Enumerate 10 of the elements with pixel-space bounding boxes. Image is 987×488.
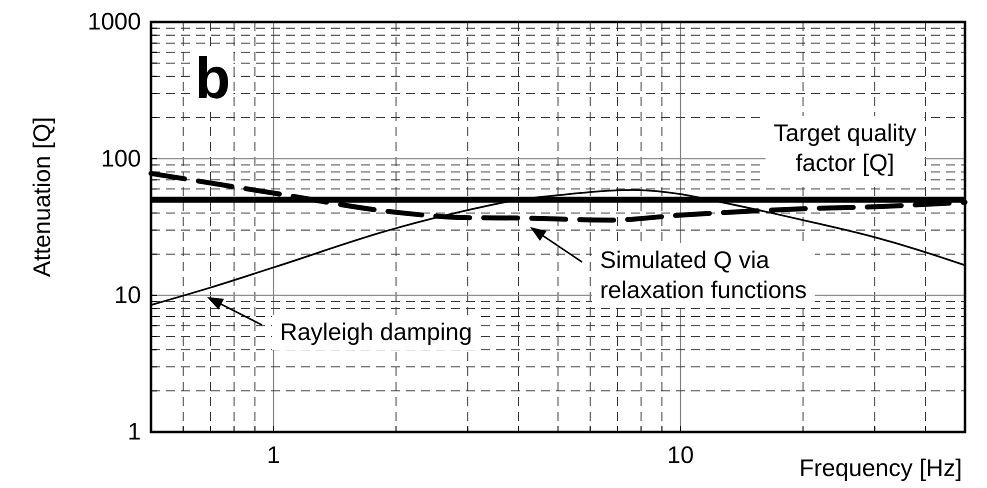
y-tick-label: 1 <box>128 418 141 446</box>
series-label: Simulated Q via relaxation functions <box>600 247 807 304</box>
y-tick-label: 10 <box>114 282 141 310</box>
text: Rayleigh damping <box>280 319 472 346</box>
annotation: b <box>195 46 230 111</box>
y-tick-label: 100 <box>100 145 141 172</box>
y-axis-title: Attenuation [Q] <box>29 116 56 278</box>
ref-line-label: Target quality factor [Q] <box>774 120 916 177</box>
x-axis-title: Frequency [Hz] <box>799 455 962 482</box>
y-tick-label: 1000 <box>88 8 141 36</box>
